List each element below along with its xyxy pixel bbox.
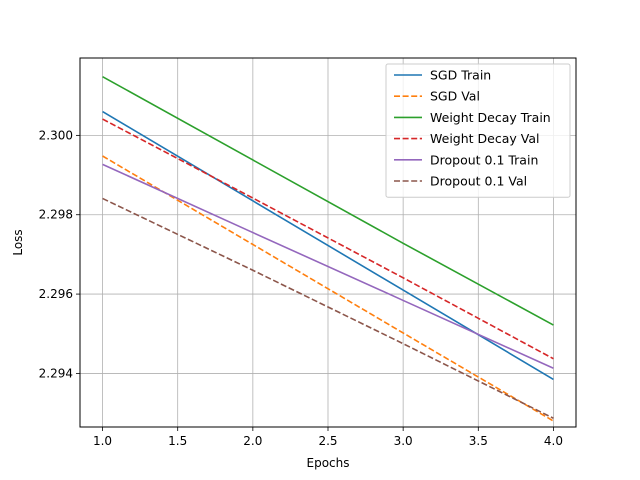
legend-label: SGD Val [430,89,480,104]
x-tick-label: 2.0 [243,434,262,448]
legend-label: SGD Train [430,68,491,83]
legend-label: Weight Decay Val [430,131,539,146]
x-tick-label: 1.5 [168,434,187,448]
y-axis-label: Loss [11,229,25,255]
x-axis-label: Epochs [307,456,350,470]
series-line-dropout-0-1-val [102,197,554,419]
legend: SGD Train SGD Val Weight Decay Train Weight… [385,63,571,198]
y-tick-label: 2.300 [39,128,73,142]
x-tick-label: 3.5 [469,434,488,448]
series-line-weight-decay-val [102,118,554,360]
y-axis-ticks: 2.294 2.296 2.298 2.300 [39,128,80,380]
series-line-weight-decay-train [102,75,554,326]
y-tick-label: 2.296 [39,287,73,301]
series-line-dropout-0-1-train [102,163,554,370]
legend-box [385,63,571,198]
series-lines [102,75,554,422]
x-axis-ticks: 1.0 1.5 2.0 2.5 3.0 3.5 4.0 [93,427,563,448]
y-tick-label: 2.298 [39,208,73,222]
legend-label: Dropout 0.1 Train [430,152,538,167]
legend-label: Dropout 0.1 Val [430,174,527,189]
y-tick-label: 2.294 [39,366,73,380]
legend-label: Weight Decay Train [430,110,551,125]
series-line-sgd-val [102,155,554,422]
x-tick-label: 1.0 [93,434,112,448]
x-tick-label: 2.5 [318,434,337,448]
x-tick-label: 4.0 [544,434,563,448]
x-tick-label: 3.0 [394,434,413,448]
